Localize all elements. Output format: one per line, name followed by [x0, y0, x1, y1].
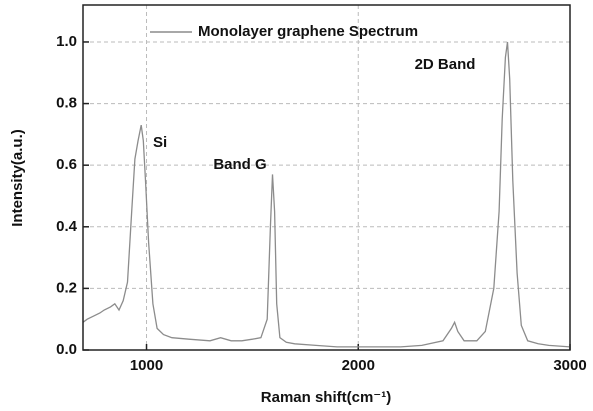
legend-label: Monolayer graphene Spectrum — [198, 23, 418, 40]
x-axis-label: Raman shift(cm⁻¹) — [261, 389, 391, 406]
spectrum-line — [82, 41, 571, 348]
y-tick-label: 0.6 — [56, 156, 77, 173]
x-tick-label: 3000 — [553, 357, 586, 374]
y-tick-label: 0.2 — [56, 279, 77, 296]
plot-frame — [82, 4, 571, 351]
x-tick-label: 1000 — [130, 357, 163, 374]
x-tick-label: 2000 — [342, 357, 375, 374]
peak-annotation: 2D Band — [415, 56, 476, 73]
y-axis-label: Intensity(a.u.) — [9, 129, 26, 227]
peak-annotation: Band G — [213, 156, 266, 173]
y-tick-label: 0.8 — [56, 95, 77, 112]
peak-annotation: Si — [153, 134, 167, 151]
y-tick-label: 0.0 — [56, 341, 77, 358]
y-tick-label: 0.4 — [56, 218, 78, 235]
y-tick-label: 1.0 — [56, 33, 77, 50]
